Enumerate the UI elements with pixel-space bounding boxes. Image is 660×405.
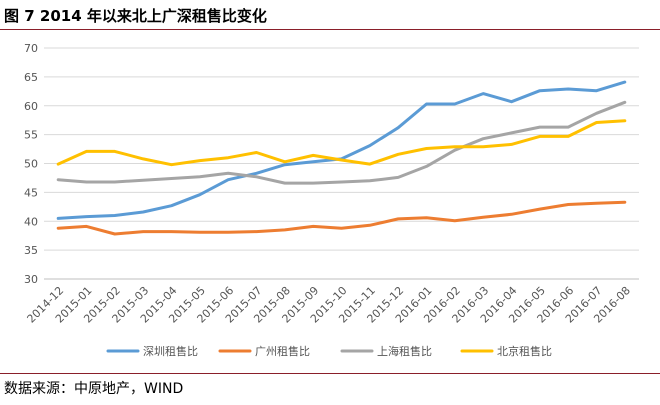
series-line-1 — [56, 200, 627, 236]
y-tick-label: 70 — [24, 42, 38, 55]
series-line-0 — [56, 80, 627, 220]
figure-title: 图 7 2014 年以来北上广深租售比变化 — [4, 7, 267, 25]
legend-label-3: 北京租售比 — [497, 344, 552, 358]
y-tick-label: 30 — [24, 273, 38, 286]
legend-label-1: 广州租售比 — [255, 344, 310, 358]
y-tick-label: 35 — [24, 244, 38, 257]
y-tick-label: 60 — [24, 100, 38, 113]
series-line-3 — [56, 119, 627, 167]
series-lines — [56, 80, 627, 236]
source-rule — [0, 373, 660, 374]
y-tick-label: 50 — [24, 158, 38, 171]
y-tick-label: 55 — [24, 129, 38, 142]
y-axis-ticks: 30 35 40 45 50 55 60 65 70 — [24, 42, 38, 286]
y-tick-label: 65 — [24, 71, 38, 84]
y-tick-label: 40 — [24, 215, 38, 228]
series-line-2 — [56, 100, 627, 185]
y-tick-label: 45 — [24, 186, 38, 199]
figure-title-row: 图 7 2014 年以来北上广深租售比变化 — [0, 0, 660, 30]
legend-label-0: 深圳租售比 — [143, 344, 198, 358]
legend: 深圳租售比 广州租售比 上海租售比 北京租售比 — [106, 344, 552, 358]
gridlines — [44, 47, 639, 251]
figure-source: 数据来源：中原地产，WIND — [4, 381, 184, 397]
title-rule — [0, 29, 660, 30]
legend-label-2: 上海租售比 — [377, 344, 432, 358]
line-chart: 30 35 40 45 50 55 60 65 70 2014-122015-012015-02… — [24, 42, 639, 358]
x-axis-ticks: 2014-122015-012015-022015-032015-042015-… — [25, 284, 633, 326]
